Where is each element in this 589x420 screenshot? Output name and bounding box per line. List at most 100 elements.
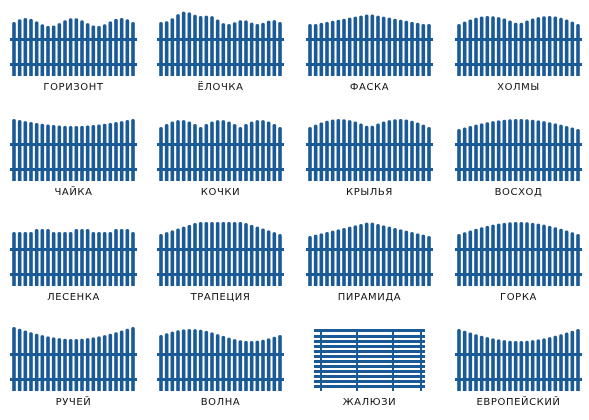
fence-picket [23, 18, 28, 76]
blinds-post [320, 329, 322, 391]
fence-picket [23, 121, 28, 181]
fence-picket [313, 23, 318, 76]
fence-picket [553, 16, 558, 77]
fence-picket [421, 23, 426, 76]
fence-picket [170, 121, 175, 181]
fence-picket [17, 19, 22, 76]
fence-picket [63, 20, 67, 76]
fence-picket [108, 333, 113, 391]
fence-rail-bottom [157, 63, 284, 66]
fence-picket [508, 340, 512, 391]
fence-picket [474, 124, 478, 181]
fence-picket [536, 17, 541, 76]
fence-picket [457, 234, 461, 286]
fence-picket [91, 232, 96, 286]
fence-picket [513, 222, 518, 286]
fence-picket [502, 340, 507, 391]
fence-picket [393, 228, 397, 286]
fence-picket [525, 340, 529, 391]
fence-card-european: ЕВРОПЕЙСКИЙ [445, 315, 589, 420]
fence-picket [547, 225, 552, 286]
fence-picket [159, 22, 163, 76]
fence-picket [187, 329, 192, 391]
fence-picket [204, 330, 209, 391]
fence-picket [485, 16, 490, 76]
fence-picket [570, 127, 575, 181]
fence-illustration [157, 11, 284, 77]
fence-card-blinds: ЖАЛЮЗИ [296, 315, 443, 420]
blinds-slat [314, 355, 425, 358]
fence-picket [34, 229, 39, 286]
fence-picket [479, 335, 484, 391]
fence-picket [468, 126, 473, 181]
fence-picket [530, 222, 535, 286]
fence-picket [421, 124, 426, 181]
fence-picket [238, 127, 243, 181]
fence-picket [427, 236, 431, 286]
fence-picket [204, 123, 209, 181]
fence-rail-bottom [10, 168, 137, 171]
fence-picket [553, 227, 558, 286]
fence-picket [74, 18, 79, 76]
fence-picket [255, 23, 260, 76]
fence-picket [502, 119, 507, 181]
fence-illustration [306, 222, 433, 286]
fence-rail-bottom [455, 63, 582, 66]
fence-picket [370, 14, 375, 76]
fence-picket [12, 327, 16, 391]
fence-picket [232, 22, 237, 76]
fence-picket [193, 329, 197, 391]
fence-picket [51, 125, 56, 181]
fence-rail-bottom [157, 273, 284, 276]
blinds-post [392, 329, 394, 391]
fence-picket [249, 340, 254, 391]
fence-picket [564, 332, 569, 391]
fence-picket [255, 340, 260, 391]
fence-picket [319, 233, 324, 286]
fence-picket [57, 23, 62, 76]
fence-picket [125, 328, 130, 391]
fence-picket [427, 24, 431, 76]
fence-picket [542, 224, 546, 286]
fence-picket [278, 335, 282, 391]
fence-picket [308, 236, 312, 286]
fence-picket [542, 16, 546, 76]
fence-picket [393, 119, 397, 181]
fence-picket [215, 334, 220, 391]
fence-picket [97, 336, 101, 391]
fence-picket [261, 228, 265, 286]
fence-picket [462, 232, 467, 286]
fence-picket [261, 22, 265, 76]
fence-picket [29, 18, 33, 76]
fence-illustration [314, 329, 425, 391]
fence-picket [181, 120, 186, 181]
fence-picket [80, 125, 84, 181]
fence-picket [474, 334, 478, 391]
fence-rail-bottom [157, 378, 284, 381]
fence-picket [114, 229, 118, 286]
fence-card-sunrise: ВОСХОД [445, 105, 589, 210]
blinds-slat [314, 385, 425, 388]
fence-picket [34, 21, 39, 76]
fence-picket [119, 229, 124, 286]
fence-rail-bottom [306, 168, 433, 171]
blinds-slat [314, 360, 425, 363]
fence-picket [131, 119, 135, 181]
fence-picket [336, 19, 341, 76]
fence-picket [193, 223, 197, 286]
fence-picket [249, 22, 254, 77]
fence-picket [313, 124, 318, 181]
fence-picket [542, 338, 546, 391]
fence-picket [68, 232, 73, 286]
fence-picket [34, 122, 39, 181]
fence-picket [313, 234, 318, 286]
fence-rail-top [455, 38, 582, 41]
fence-picket [131, 327, 135, 391]
fence-picket [342, 18, 346, 76]
fence-picket [485, 337, 490, 391]
fence-name: ПИРАМИДА [337, 292, 402, 303]
fence-picket [519, 340, 524, 391]
fence-illustration [306, 14, 433, 77]
fence-name: РУЧЕЙ [55, 397, 92, 408]
